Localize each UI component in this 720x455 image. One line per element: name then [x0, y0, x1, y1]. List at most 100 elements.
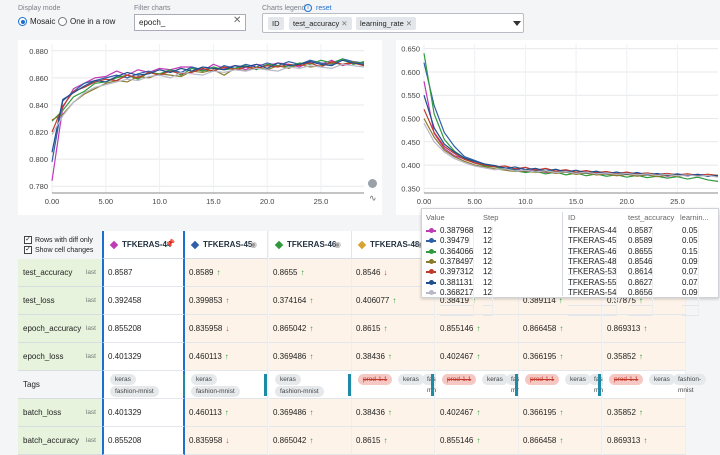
row-header-tags: Tags [18, 371, 102, 399]
row-header-batch-loss: batch_loss last [18, 399, 102, 427]
y-tick-label: 0.600 [401, 68, 420, 77]
legend-chip-test-accuracy[interactable]: test_accuracy ✕ [289, 17, 352, 30]
row-label: epoch_loss [23, 352, 64, 361]
column-header-tfkeras-45[interactable]: TFKERAS-45 ◉ [185, 231, 268, 259]
arrow-up-icon: ↑ [309, 408, 314, 417]
cell-value: 0.406077 ↑ [356, 296, 397, 305]
eye-icon[interactable]: ◉ [417, 240, 424, 249]
arrow-up-icon: ↑ [559, 408, 564, 417]
tag-removed: prod-1.1 [525, 374, 560, 385]
run-color-icon [190, 240, 200, 250]
toolbar: Display mode Mosaic One in a row Filter … [0, 0, 720, 40]
show-cell-changes-checkbox[interactable]: ✓ Show cell changes [24, 246, 94, 254]
chart-hover-tooltip: Value Step ID test_accuracy learnin... 0.3879… [421, 208, 719, 316]
chevron-down-icon[interactable] [513, 21, 521, 26]
aggregation-label: last [85, 297, 96, 304]
cell-value: 0.366195 ↑ [523, 408, 564, 417]
series-line-6 [423, 122, 719, 178]
y-tick-label: 0.860 [29, 74, 48, 83]
tooltip-header: test_accuracy [628, 213, 675, 222]
cell-value: 0.460113 ↑ [189, 408, 229, 417]
cell-value: 0.35852 ↑ [607, 352, 643, 361]
row-label: epoch_accuracy [23, 324, 82, 333]
checkbox-checked-icon: ✓ [24, 236, 32, 244]
charts-legend-select[interactable]: ID test_accuracy ✕ learning_rate ✕ [262, 13, 524, 33]
legend-chip-id: ID [268, 17, 284, 30]
epoch-loss-chart[interactable]: 0.650 0.600 0.550 0.500 0.450 0.400 0.350 0.00 5… [396, 40, 720, 215]
mode-mosaic-radio[interactable]: Mosaic [18, 17, 55, 26]
row-header-test-accuracy: test_accuracy last [18, 259, 102, 287]
table-cell: 0.460113 ↑ [185, 399, 268, 427]
table-cell: keras fashion-mnist [269, 371, 352, 399]
column-header-tfkeras-46[interactable]: TFKERAS-46 ◉ [269, 231, 352, 259]
arrow-up-icon: ↑ [476, 408, 481, 417]
rows-with-diff-checkbox[interactable]: ✓ Rows with diff only [24, 236, 93, 244]
cell-value: 0.855208 [108, 324, 142, 333]
info-icon[interactable]: i [304, 4, 312, 12]
series-line-1 [51, 58, 365, 162]
tooltip-divider [562, 212, 563, 296]
x-tick-label: 15.0 [206, 197, 221, 206]
cell-value: 0.401329 [108, 352, 142, 361]
table-cell: 0.8655 ↑ [269, 259, 352, 287]
row-label: Tags [23, 380, 40, 389]
table-cell: 0.8589 ↑ [185, 259, 268, 287]
table-cell: 0.401329 [102, 343, 185, 371]
y-tick-label: 0.880 [29, 47, 48, 56]
tag-fashion-mnist: fashion-mnist [673, 374, 707, 394]
y-tick-label: 0.350 [401, 184, 420, 193]
table-cell: 0.369486 ↑ [269, 343, 352, 371]
arrow-up-icon: ↑ [643, 436, 648, 445]
tag-keras: keras [191, 374, 217, 385]
arrow-up-icon: ↑ [559, 324, 564, 333]
tag-overflow-indicator [183, 374, 186, 396]
mode-one-in-row-radio[interactable]: One in a row [58, 17, 115, 26]
y-tick-label: 0.800 [29, 155, 48, 164]
filter-charts-input[interactable] [134, 14, 246, 31]
cell-value: 0.369486 ↑ [273, 352, 314, 361]
cell-value: 0.855208 [108, 436, 142, 445]
series-line-6 [51, 63, 365, 136]
radio-selected-icon [18, 17, 27, 26]
pin-icon[interactable]: 📌 [165, 239, 175, 248]
table-cell: 0.401329 [102, 399, 185, 427]
arrow-up-icon: ↑ [309, 436, 314, 445]
row-label: test_accuracy [23, 268, 73, 277]
tag-overflow-indicator [264, 374, 267, 396]
tag-overflow-indicator [598, 374, 601, 396]
y-tick-label: 0.650 [401, 45, 420, 54]
clear-filter-icon[interactable]: ✕ [233, 15, 242, 26]
remove-chip-icon: ✕ [405, 19, 413, 28]
eye-icon[interactable]: ◉ [250, 240, 257, 249]
cell-value: 0.369486 ↑ [273, 408, 314, 417]
cell-value: 0.835958 ↓ [189, 436, 230, 445]
column-header-tfkeras-44[interactable]: TFKERAS-44 📌 [102, 231, 185, 259]
run-color-icon [274, 240, 284, 250]
smoothing-icon[interactable]: ∿ [369, 193, 377, 203]
row-header-test-loss: test_loss last [18, 287, 102, 315]
tooltip-header: ID [568, 213, 576, 222]
tag-keras: keras [565, 374, 591, 385]
arrow-up-icon: ↑ [300, 268, 305, 277]
cell-value: 0.8655 ↑ [273, 268, 305, 277]
cell-value: 0.35852 ↑ [607, 408, 643, 417]
eye-icon[interactable]: ◉ [334, 240, 341, 249]
arrow-up-icon: ↑ [309, 296, 314, 305]
tag-keras: keras [649, 374, 675, 385]
chart-resize-handle[interactable] [368, 179, 377, 188]
tag-keras: keras [482, 374, 508, 385]
legend-chip-learning-rate[interactable]: learning_rate ✕ [356, 17, 417, 30]
epoch-accuracy-plot: 0.880 0.860 0.840 0.820 0.800 0.780 0.00 5.00 10… [29, 44, 365, 206]
cell-value: 0.38436 ↑ [356, 352, 392, 361]
tooltip-value: 0.39479 [440, 236, 470, 265]
display-mode-label: Display mode [18, 5, 61, 12]
table-options: ✓ Rows with diff only ✓ Show cell changes [24, 235, 93, 255]
series-line-3 [423, 118, 719, 178]
arrow-up-icon: ↑ [558, 296, 563, 305]
tag-removed: prod-1.1 [442, 374, 477, 385]
reset-link[interactable]: reset [316, 5, 332, 12]
cell-value: 0.38436 ↑ [356, 408, 392, 417]
arrow-up-icon: ↑ [476, 324, 481, 333]
epoch-accuracy-chart[interactable]: 0.880 0.860 0.840 0.820 0.800 0.780 0.00 5.00 10… [18, 40, 382, 215]
tooltip-value: 0.397312 [440, 267, 475, 296]
